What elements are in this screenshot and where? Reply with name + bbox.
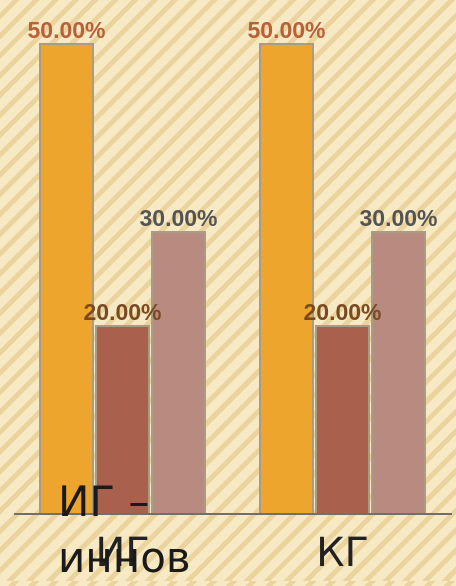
data-label-ИГ-series-3: 30.00% [139,205,217,231]
data-label-КГ-series-2: 20.00% [303,299,381,325]
overlay-caption-line-1: ИГ – [58,477,150,526]
data-labels-group: 50.00% 20.00% 30.00% 50.00% 20.00% 30.00% [27,17,437,325]
x-axis-tick-labels: ИГ КГ [95,530,369,576]
bar-ИГ-series-2 [95,325,150,515]
overlay-caption: ИГ – иннов [58,474,191,586]
bar-КГ-series-3 [371,231,426,515]
overlay-caption-line-2: иннов [58,533,191,582]
bar-КГ-series-2 [315,325,370,515]
bar-ИГ-series-3 [151,231,206,515]
data-label-КГ-series-1: 50.00% [247,17,325,43]
x-tick-label-ИГ: ИГ [95,530,149,576]
bars-group [39,43,426,515]
data-label-КГ-series-3: 30.00% [359,205,437,231]
data-label-ИГ-series-1: 50.00% [27,17,105,43]
bar-ИГ-series-1 [39,43,94,515]
x-tick-label-КГ: КГ [316,530,369,576]
bar-КГ-series-1 [259,43,314,515]
data-label-ИГ-series-2: 20.00% [83,299,161,325]
